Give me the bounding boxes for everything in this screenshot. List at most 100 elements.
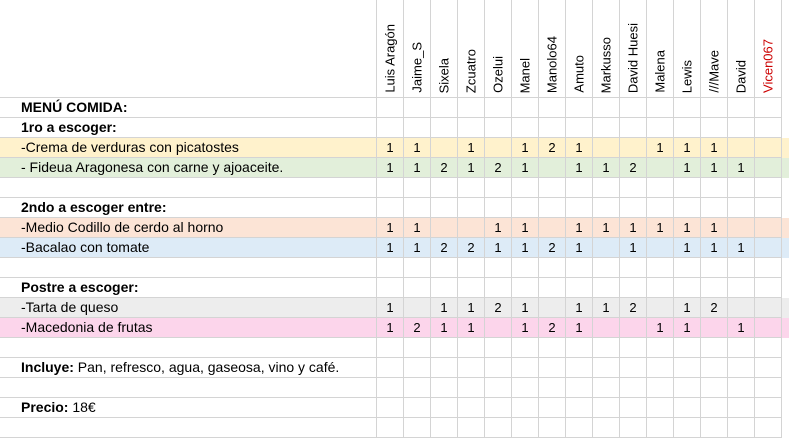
vote-cell[interactable]: [647, 338, 674, 358]
header-cell[interactable]: Luis Aragón: [377, 0, 404, 98]
vote-cell[interactable]: [485, 118, 512, 138]
vote-cell[interactable]: [512, 198, 539, 218]
vote-cell[interactable]: [431, 418, 458, 438]
vote-cell[interactable]: [539, 258, 566, 278]
row-label-cell[interactable]: [0, 258, 377, 278]
vote-cell[interactable]: [701, 118, 728, 138]
vote-cell[interactable]: 1: [458, 318, 485, 338]
vote-cell[interactable]: [566, 198, 593, 218]
vote-cell[interactable]: [674, 118, 701, 138]
vote-cell[interactable]: [566, 258, 593, 278]
vote-cell[interactable]: [566, 358, 593, 378]
vote-cell[interactable]: [701, 98, 728, 118]
vote-cell[interactable]: [755, 138, 782, 158]
vote-cell[interactable]: [512, 378, 539, 398]
header-cell[interactable]: Manel: [512, 0, 539, 98]
header-cell[interactable]: Sixela: [431, 0, 458, 98]
vote-cell[interactable]: 1: [377, 158, 404, 178]
vote-cell[interactable]: [647, 158, 674, 178]
vote-cell[interactable]: [755, 118, 782, 138]
vote-cell[interactable]: [647, 118, 674, 138]
vote-cell[interactable]: [566, 338, 593, 358]
vote-cell[interactable]: [701, 258, 728, 278]
vote-cell[interactable]: [431, 398, 458, 418]
vote-cell[interactable]: 2: [431, 238, 458, 258]
header-cell[interactable]: Lewis: [674, 0, 701, 98]
vote-cell[interactable]: [728, 138, 755, 158]
header-cell[interactable]: Markusso: [593, 0, 620, 98]
vote-cell[interactable]: 1: [377, 318, 404, 338]
vote-cell[interactable]: [566, 178, 593, 198]
vote-cell[interactable]: [593, 418, 620, 438]
vote-cell[interactable]: 1: [512, 158, 539, 178]
header-cell[interactable]: ///Mave: [701, 0, 728, 98]
vote-cell[interactable]: [701, 178, 728, 198]
row-label-cell[interactable]: 2ndo a escoger entre:: [0, 198, 377, 218]
vote-cell[interactable]: [674, 398, 701, 418]
vote-cell[interactable]: [431, 218, 458, 238]
vote-cell[interactable]: [539, 338, 566, 358]
vote-cell[interactable]: [755, 378, 782, 398]
vote-cell[interactable]: [755, 238, 782, 258]
vote-cell[interactable]: [593, 318, 620, 338]
vote-cell[interactable]: [458, 98, 485, 118]
vote-cell[interactable]: [431, 98, 458, 118]
vote-cell[interactable]: [701, 198, 728, 218]
vote-cell[interactable]: [647, 358, 674, 378]
vote-cell[interactable]: 1: [512, 298, 539, 318]
vote-cell[interactable]: [674, 338, 701, 358]
vote-cell[interactable]: [485, 178, 512, 198]
vote-cell[interactable]: [593, 258, 620, 278]
vote-cell[interactable]: [485, 398, 512, 418]
vote-cell[interactable]: [593, 398, 620, 418]
vote-cell[interactable]: [458, 398, 485, 418]
vote-cell[interactable]: [674, 198, 701, 218]
vote-cell[interactable]: [404, 118, 431, 138]
row-label-cell[interactable]: [0, 178, 377, 198]
vote-cell[interactable]: [674, 418, 701, 438]
vote-cell[interactable]: [647, 398, 674, 418]
vote-cell[interactable]: [539, 158, 566, 178]
vote-cell[interactable]: 1: [566, 218, 593, 238]
vote-cell[interactable]: [431, 118, 458, 138]
vote-cell[interactable]: [593, 358, 620, 378]
vote-cell[interactable]: 2: [539, 318, 566, 338]
vote-cell[interactable]: [647, 198, 674, 218]
vote-cell[interactable]: [701, 338, 728, 358]
vote-cell[interactable]: [458, 378, 485, 398]
vote-cell[interactable]: [620, 278, 647, 298]
vote-cell[interactable]: 1: [728, 158, 755, 178]
vote-cell[interactable]: [647, 258, 674, 278]
vote-cell[interactable]: [566, 378, 593, 398]
vote-cell[interactable]: [728, 278, 755, 298]
header-cell[interactable]: Zcuatro: [458, 0, 485, 98]
vote-cell[interactable]: [539, 98, 566, 118]
vote-cell[interactable]: 1: [458, 158, 485, 178]
vote-cell[interactable]: 2: [431, 158, 458, 178]
vote-cell[interactable]: [728, 398, 755, 418]
vote-cell[interactable]: [620, 338, 647, 358]
vote-cell[interactable]: [377, 418, 404, 438]
vote-cell[interactable]: 2: [404, 318, 431, 338]
vote-cell[interactable]: [377, 198, 404, 218]
vote-cell[interactable]: [728, 218, 755, 238]
vote-cell[interactable]: 1: [701, 138, 728, 158]
vote-cell[interactable]: 1: [404, 218, 431, 238]
vote-cell[interactable]: 1: [431, 318, 458, 338]
vote-cell[interactable]: [755, 298, 782, 318]
vote-cell[interactable]: 1: [593, 218, 620, 238]
vote-cell[interactable]: [566, 278, 593, 298]
header-cell[interactable]: Malena: [647, 0, 674, 98]
vote-cell[interactable]: [728, 338, 755, 358]
vote-cell[interactable]: 1: [485, 218, 512, 238]
row-label-cell[interactable]: - Fideua Aragonesa con carne y ajoaceite…: [0, 158, 377, 178]
vote-cell[interactable]: [377, 98, 404, 118]
vote-cell[interactable]: [593, 138, 620, 158]
vote-cell[interactable]: 1: [566, 318, 593, 338]
vote-cell[interactable]: [755, 218, 782, 238]
header-cell[interactable]: David: [728, 0, 755, 98]
vote-cell[interactable]: 1: [458, 138, 485, 158]
vote-cell[interactable]: 1: [701, 218, 728, 238]
vote-cell[interactable]: [512, 398, 539, 418]
vote-cell[interactable]: [404, 278, 431, 298]
